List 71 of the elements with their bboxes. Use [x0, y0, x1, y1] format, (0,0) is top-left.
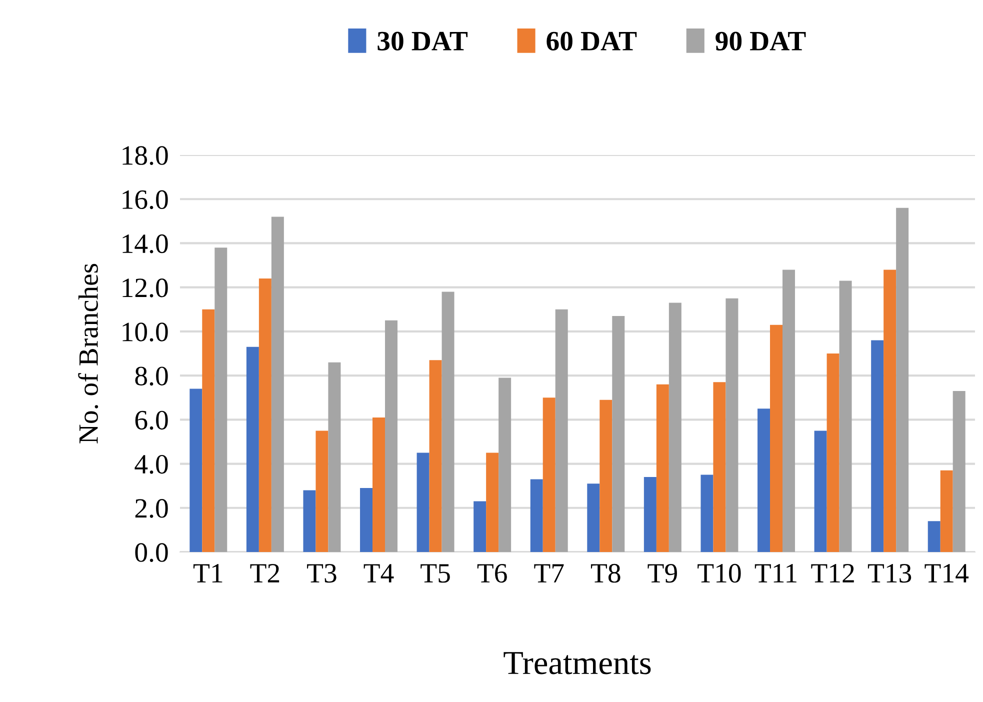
bar: [928, 521, 940, 552]
bar: [839, 280, 852, 552]
bar: [190, 388, 202, 552]
y-tick-label: 12.0: [122, 278, 168, 298]
legend-label: 90 DAT: [716, 32, 806, 51]
bar: [530, 479, 543, 552]
x-tick-label: T9: [648, 564, 677, 583]
bar: [316, 430, 328, 552]
x-tick-label: T7: [534, 564, 564, 582]
x-tick-label: T8: [590, 564, 620, 583]
x-tick-label: T6: [477, 564, 507, 583]
x-tick-label: T1: [193, 564, 222, 582]
bar: [668, 302, 682, 552]
x-tick-label: T10: [698, 564, 741, 583]
bar: [952, 390, 966, 552]
bar: [474, 501, 486, 552]
bar: [442, 292, 454, 552]
bar: [770, 324, 782, 552]
bar: [258, 278, 272, 552]
bar: [498, 378, 512, 552]
x-tick-label: T5: [420, 564, 450, 583]
y-tick-label: 18.0: [122, 146, 168, 166]
y-axis-title: No. of Branches: [78, 264, 98, 444]
bar: [612, 316, 625, 552]
bar: [826, 354, 840, 552]
bar: [416, 452, 430, 552]
y-tick-label: 6.0: [135, 410, 168, 430]
bar: [940, 470, 953, 552]
y-tick-label: 0.0: [135, 543, 168, 562]
bar: [644, 477, 656, 552]
bar: [542, 398, 556, 552]
x-tick-label: T11: [754, 564, 796, 582]
bar: [429, 360, 442, 552]
x-tick-label: T13: [868, 564, 912, 583]
bar: [600, 400, 612, 552]
bar: [372, 417, 385, 552]
bar: [271, 216, 284, 552]
bar: [713, 382, 726, 552]
bar: [782, 270, 795, 552]
x-tick-label: T14: [924, 564, 969, 582]
x-tick-label: T2: [250, 564, 280, 582]
x-tick-label: T12: [811, 564, 854, 582]
bar: [555, 309, 568, 552]
bar: [486, 452, 499, 552]
bar: [814, 430, 827, 552]
y-tick-label: 14.0: [122, 234, 168, 254]
bar: [202, 309, 215, 552]
bar: [328, 362, 341, 552]
bar: [246, 346, 259, 552]
x-tick-label: T3: [307, 564, 336, 583]
bar: [896, 208, 909, 552]
y-tick-label: 4.0: [134, 454, 168, 474]
bar: [884, 270, 896, 552]
legend-label: 60 DAT: [546, 32, 637, 51]
bar: [303, 490, 316, 552]
x-axis-title: Treatments: [504, 652, 651, 674]
bar: [360, 488, 373, 552]
bar: [871, 340, 884, 552]
bar: [758, 408, 770, 552]
bar: [656, 384, 669, 552]
y-tick-label: 2.0: [135, 499, 168, 518]
bar: [726, 298, 738, 552]
bar: [587, 484, 600, 552]
y-tick-label: 8.0: [135, 366, 168, 386]
bar: [214, 248, 228, 552]
y-tick-label: 10.0: [122, 322, 168, 342]
bar: [700, 474, 714, 552]
bar: [384, 320, 398, 552]
x-tick-label: T4: [364, 564, 394, 582]
y-tick-label: 16.0: [122, 190, 168, 210]
legend-label: 30 DAT: [378, 32, 468, 51]
